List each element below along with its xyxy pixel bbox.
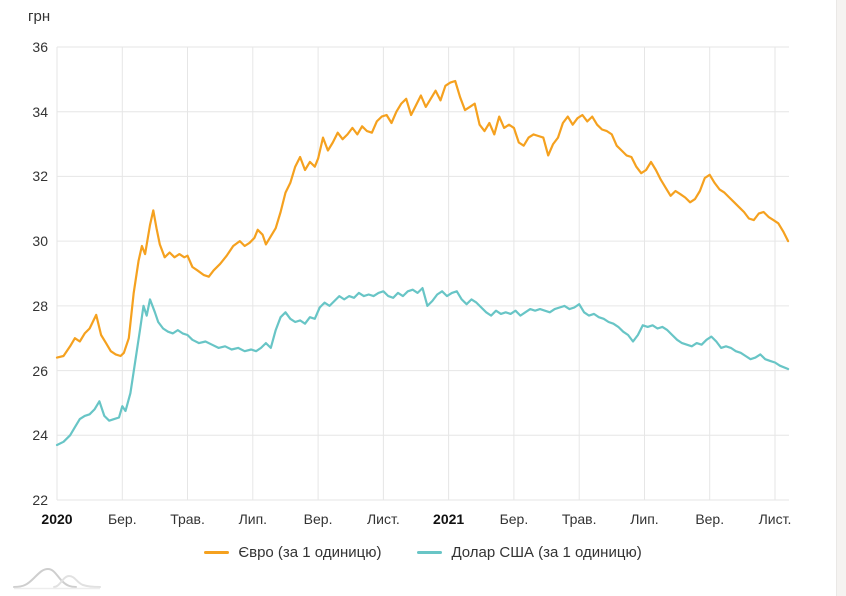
x-tick-label: Лист. (366, 511, 400, 527)
y-tick-label: 24 (32, 427, 48, 444)
y-tick-label: 22 (32, 492, 48, 508)
plot-container (55, 46, 790, 501)
x-tick-label: 2020 (41, 511, 73, 527)
page-gutter (836, 0, 846, 596)
y-tick-label: 36 (32, 39, 48, 55)
y-tick-label: 28 (32, 297, 48, 314)
legend-line-swatch (417, 551, 443, 554)
x-tick-label: Лип. (238, 511, 268, 527)
legend-line-swatch (204, 551, 230, 554)
x-tick-label: Бер. (107, 511, 137, 527)
y-tick-label: 26 (32, 362, 48, 379)
y-axis-unit-label: грн (28, 8, 51, 25)
x-tick-label: Трав. (170, 511, 205, 527)
y-tick-label: 32 (32, 168, 48, 185)
x-tick-label: Лист. (758, 511, 792, 527)
legend-item[interactable]: Євро (за 1 одиницю) (204, 544, 381, 561)
y-tick-label: 30 (32, 233, 48, 250)
y-tick-label: 34 (32, 103, 48, 120)
x-tick-label: 2021 (433, 511, 465, 527)
legend-label: Євро (за 1 одиницю) (238, 544, 382, 561)
x-tick-label: Вер. (303, 511, 333, 527)
x-tick-label: Лип. (630, 511, 659, 527)
x-tick-label: Трав. (561, 511, 597, 527)
area-sparkline-logo (12, 565, 112, 596)
legend: Євро (за 1 одиницю) Долар США (за 1 одини… (0, 544, 846, 561)
x-tick-label: Бер. (499, 511, 529, 527)
legend-item[interactable]: Долар США (за 1 одиницю) (417, 544, 642, 561)
x-tick-label: Вер. (695, 511, 725, 527)
legend-label: Долар США (за 1 одиницю) (451, 544, 642, 561)
plot-area[interactable] (55, 46, 790, 501)
